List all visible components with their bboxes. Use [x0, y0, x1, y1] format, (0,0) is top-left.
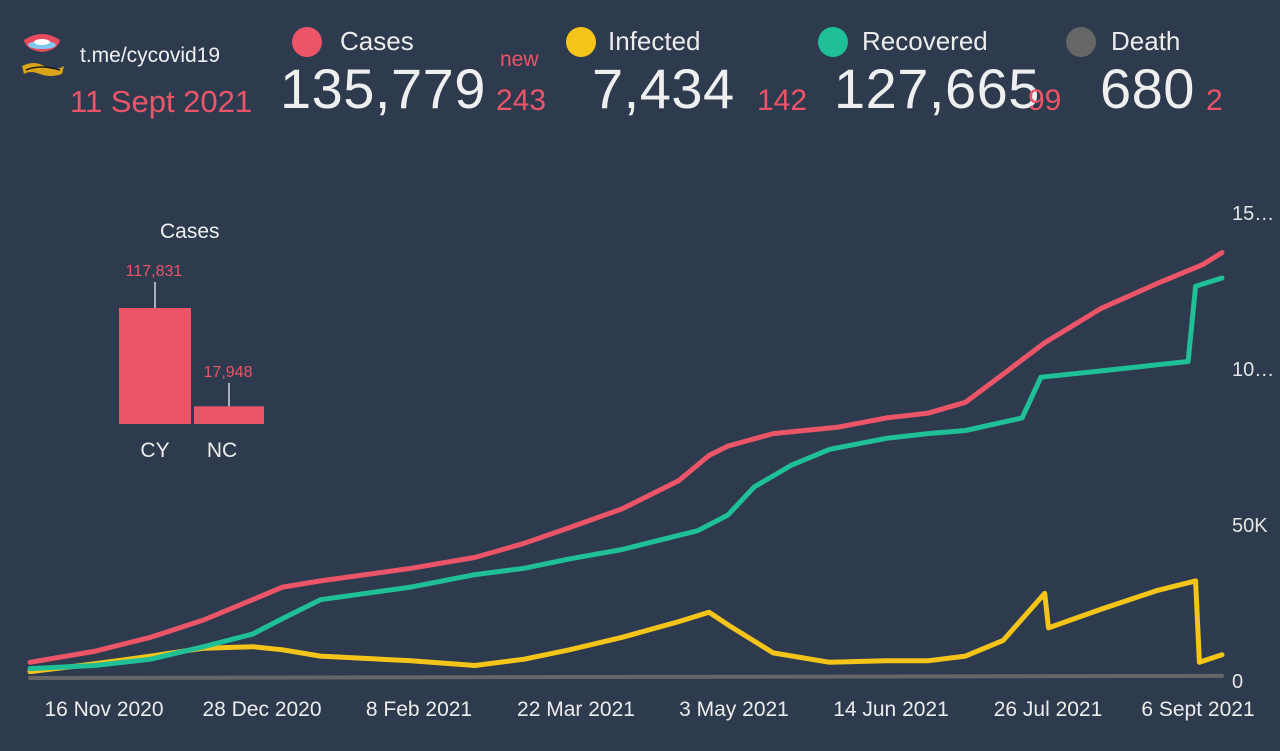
y-tick-label: 50K: [1232, 515, 1268, 537]
legend-death: Death: [1066, 26, 1180, 57]
x-tick-label: 26 Jul 2021: [994, 698, 1103, 721]
death-series-line: [28, 673, 1224, 680]
legend-recovered: Recovered: [818, 26, 988, 57]
cycovid-logo: [22, 34, 64, 76]
bar-value-label: 17,948: [204, 364, 253, 381]
recovered-dot: [818, 26, 848, 57]
infected-total: 7,434: [592, 57, 735, 120]
infected-dot: [566, 26, 596, 57]
infected-new: 142: [757, 84, 808, 117]
x-tick-label: 14 Jun 2021: [833, 698, 949, 721]
new-label: new: [500, 48, 539, 71]
bar-value-label: 117,831: [126, 263, 183, 280]
bar-category-label: CY: [140, 439, 169, 462]
death-dot: [1066, 26, 1096, 57]
legend-label: Recovered: [862, 26, 988, 56]
cases-new: 243: [496, 84, 547, 117]
source-link[interactable]: t.me/cycovid19: [80, 44, 221, 67]
cases-dot: [292, 26, 322, 57]
bar-cy: [119, 308, 191, 424]
death-total: 680: [1100, 57, 1195, 120]
x-tick-label: 3 May 2021: [679, 698, 789, 721]
recovered-series-line: [27, 275, 1225, 672]
infected-series-line: [27, 578, 1225, 675]
legend-infected: Infected: [566, 26, 701, 57]
cases-series-line: [27, 250, 1225, 665]
mini-chart-title: Cases: [160, 220, 220, 243]
x-tick-label: 28 Dec 2020: [202, 698, 321, 721]
x-tick-label: 22 Mar 2021: [517, 698, 635, 721]
death-new: 2: [1206, 84, 1223, 117]
x-tick-label: 16 Nov 2020: [44, 698, 163, 721]
legend-label: Death: [1111, 26, 1181, 56]
recovered-new: 99: [1028, 84, 1062, 117]
cases-total: 135,779: [280, 57, 486, 120]
legend-label: Infected: [608, 26, 701, 56]
report-date: 11 Sept 2021: [70, 84, 253, 119]
legend-label: Cases: [340, 26, 414, 56]
bar-category-label: NC: [207, 439, 237, 462]
x-tick-label: 8 Feb 2021: [366, 698, 472, 721]
bar-nc: [194, 406, 264, 424]
recovered-total: 127,665: [834, 57, 1040, 120]
y-tick-label: 15…: [1232, 203, 1274, 225]
x-tick-label: 6 Sept 2021: [1141, 698, 1254, 721]
legend-cases: Cases: [292, 26, 414, 57]
y-tick-label: 0: [1232, 671, 1243, 693]
y-tick-label: 10…: [1232, 359, 1274, 381]
